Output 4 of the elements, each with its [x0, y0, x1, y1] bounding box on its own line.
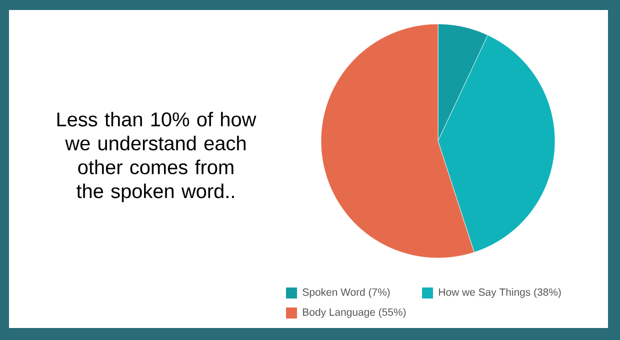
text: Less than 10% of how we understand each other comes from the spoken word..	[57, 112, 256, 202]
legend-label: How we Say Things (38%)	[439, 288, 561, 298]
legend-label: Body Language (55%)	[303, 308, 406, 318]
legend-label: Spoken Word (7%)	[302, 288, 390, 298]
